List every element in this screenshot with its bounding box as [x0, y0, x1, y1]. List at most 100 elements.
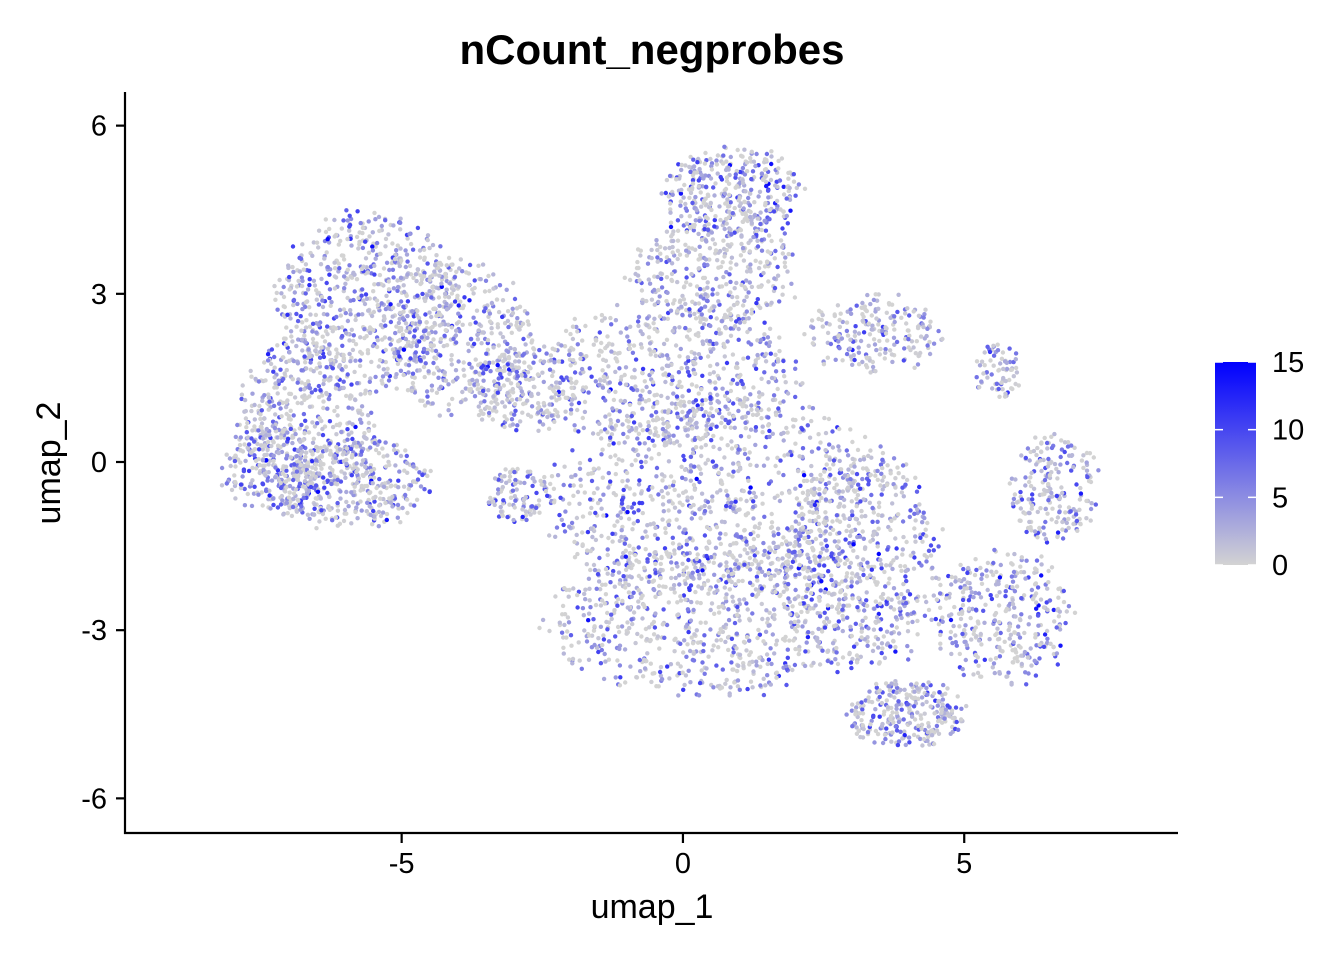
scatter-point	[257, 470, 262, 476]
scatter-point	[761, 270, 766, 276]
scatter-point	[354, 469, 359, 475]
scatter-point	[646, 435, 651, 441]
scatter-point	[360, 312, 365, 317]
scatter-point	[835, 669, 840, 675]
scatter-point	[703, 150, 708, 156]
scatter-point	[266, 395, 272, 400]
scatter-point	[670, 192, 675, 197]
scatter-point	[274, 290, 279, 296]
scatter-point	[735, 507, 741, 513]
scatter-point	[816, 432, 821, 437]
scatter-point	[767, 326, 773, 331]
scatter-point	[791, 172, 796, 177]
scatter-point	[529, 404, 535, 409]
scatter-point	[320, 304, 326, 310]
scatter-point	[763, 167, 769, 172]
scatter-point	[577, 658, 582, 663]
scatter-point	[763, 351, 769, 357]
scatter-point	[644, 454, 649, 459]
scatter-point	[862, 434, 868, 440]
scatter-point	[609, 425, 614, 430]
scatter-point	[711, 185, 716, 190]
scatter-point	[670, 535, 675, 540]
scatter-point	[738, 434, 744, 439]
scatter-point	[702, 275, 708, 281]
scatter-point	[252, 439, 257, 444]
scatter-point	[344, 489, 349, 495]
scatter-point	[528, 512, 533, 517]
scatter-point	[751, 669, 756, 674]
scatter-point	[693, 445, 699, 450]
scatter-point	[394, 386, 399, 391]
scatter-point	[481, 378, 486, 383]
scatter-point	[396, 506, 401, 511]
scatter-point	[841, 504, 847, 509]
scatter-point	[422, 468, 427, 473]
scatter-point	[397, 358, 402, 363]
scatter-point	[536, 498, 542, 503]
scatter-point	[333, 326, 338, 331]
scatter-point	[255, 441, 260, 447]
scatter-point	[341, 450, 347, 455]
scatter-point	[673, 405, 679, 411]
scatter-point	[618, 510, 623, 515]
scatter-point	[613, 389, 618, 395]
scatter-point	[242, 397, 248, 403]
scatter-point	[254, 466, 259, 471]
scatter-point	[705, 578, 711, 583]
scatter-point	[349, 521, 354, 526]
scatter-point	[296, 278, 301, 284]
scatter-point	[764, 260, 770, 265]
scatter-point	[580, 542, 585, 547]
scatter-point	[856, 482, 861, 487]
scatter-point	[262, 443, 267, 448]
scatter-point	[310, 253, 315, 258]
scatter-point	[659, 191, 664, 196]
scatter-point	[638, 459, 644, 465]
scatter-point	[684, 413, 690, 419]
scatter-point	[850, 439, 855, 445]
scatter-point	[645, 316, 650, 321]
scatter-point	[487, 405, 492, 411]
scatter-point	[800, 446, 806, 451]
scatter-point	[809, 463, 814, 469]
scatter-point	[731, 401, 736, 406]
scatter-point	[705, 354, 711, 359]
scatter-point	[481, 371, 486, 376]
scatter-point	[386, 287, 392, 292]
scatter-point	[823, 430, 829, 436]
scatter-point	[591, 466, 596, 471]
scatter-point	[561, 651, 566, 656]
scatter-point	[660, 366, 665, 371]
scatter-point	[738, 253, 744, 258]
scatter-point	[348, 394, 354, 399]
scatter-point	[474, 378, 480, 383]
scatter-point	[781, 192, 787, 197]
scatter-point	[540, 617, 546, 623]
scatter-point	[268, 361, 274, 367]
scatter-point	[512, 296, 518, 302]
scatter-point	[540, 422, 546, 427]
scatter-point	[486, 410, 492, 416]
scatter-point	[779, 156, 785, 161]
scatter-point	[683, 242, 688, 247]
scatter-point	[719, 481, 725, 487]
scatter-point	[665, 395, 670, 400]
scatter-point	[283, 489, 288, 494]
scatter-point	[793, 394, 798, 400]
scatter-point	[764, 151, 770, 157]
scatter-point	[768, 682, 773, 687]
scatter-point	[314, 344, 319, 349]
scatter-point	[288, 329, 294, 334]
scatter-point	[238, 448, 243, 453]
scatter-point	[793, 646, 798, 652]
scatter-point	[761, 692, 767, 698]
scatter-point	[427, 489, 432, 495]
scatter-point	[437, 413, 442, 418]
scatter-point	[516, 359, 522, 364]
scatter-point	[520, 410, 525, 415]
scatter-point	[673, 343, 679, 348]
scatter-point	[310, 321, 316, 326]
scatter-point	[593, 315, 598, 320]
scatter-point	[449, 291, 455, 296]
